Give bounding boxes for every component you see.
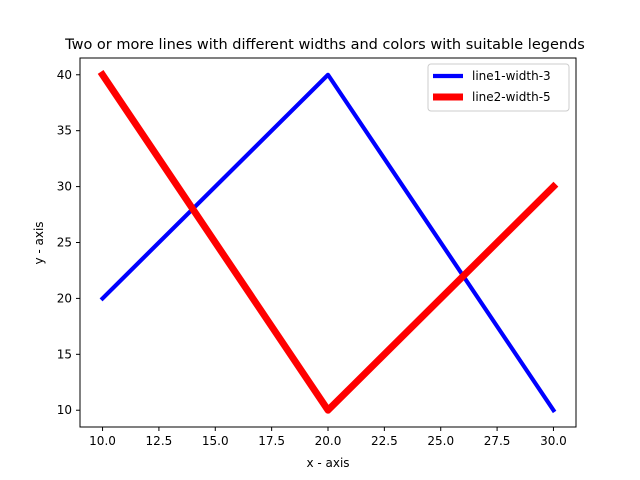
legend-box [427, 63, 570, 112]
x-tick-label: 25.0 [427, 434, 454, 448]
legend: line1-width-3 line2-width-5 [427, 63, 570, 112]
y-axis: 10 15 20 25 30 35 40 [57, 68, 80, 417]
x-axis-label: x - axis [306, 456, 349, 470]
x-tick-label: 22.5 [371, 434, 398, 448]
y-tick-label: 20 [57, 291, 72, 305]
series-layer [97, 69, 559, 414]
y-tick-label: 40 [57, 68, 72, 82]
x-tick-label: 20.0 [315, 434, 342, 448]
series-line-2 [97, 69, 559, 414]
x-tick-label: 12.5 [146, 434, 173, 448]
x-tick-label: 15.0 [202, 434, 229, 448]
legend-label-2: line2-width-5 [472, 90, 551, 104]
x-axis: 10.0 12.5 15.0 17.5 20.0 22.5 25.0 27.5 30.0 [89, 427, 567, 448]
x-tick-label: 17.5 [258, 434, 285, 448]
chart-title: Two or more lines with different widths … [64, 37, 585, 53]
legend-label-1: line1-width-3 [472, 69, 551, 83]
x-tick-label: 27.5 [484, 434, 511, 448]
series-line-1 [99, 72, 557, 414]
y-tick-label: 35 [57, 124, 72, 138]
y-tick-label: 25 [57, 236, 72, 250]
y-tick-label: 10 [57, 403, 72, 417]
y-tick-label: 15 [57, 347, 72, 361]
y-axis-label: y - axis [32, 221, 46, 264]
y-tick-label: 30 [57, 180, 72, 194]
x-tick-label: 10.0 [89, 434, 116, 448]
x-tick-label: 30.0 [540, 434, 567, 448]
